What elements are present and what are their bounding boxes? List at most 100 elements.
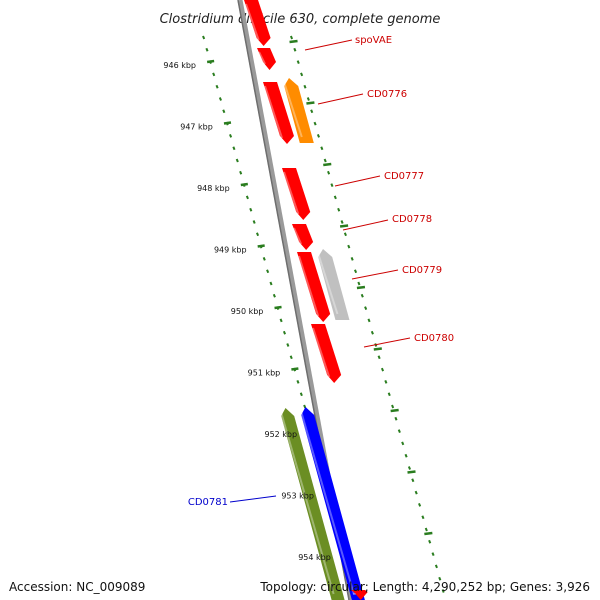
tick-mark [313, 121, 317, 126]
gene-cd0779-highlight [317, 252, 339, 315]
gene-label: CD0781 [188, 497, 228, 508]
major-tick [240, 182, 249, 187]
accession-text: Accession: NC_009089 [9, 580, 146, 594]
major-tick [407, 470, 416, 474]
leader-line [351, 269, 399, 280]
gene-cd0779-red [297, 252, 331, 322]
tick-mark [377, 355, 381, 360]
gene-label: CD0777 [384, 171, 424, 182]
tick-mark [364, 306, 368, 310]
tick-mark [306, 97, 310, 101]
major-tick [373, 347, 382, 351]
tick-mark [262, 257, 266, 261]
major-tick [424, 531, 433, 536]
gene-cd0781 [301, 407, 365, 600]
tick-mark [303, 404, 307, 409]
tick-mark [222, 109, 226, 114]
kbp-label: 951 kbp [248, 369, 281, 378]
gene-cd0776-red [263, 82, 294, 144]
tick-mark [357, 281, 361, 286]
gene-cd0778 [292, 224, 314, 250]
tick-mark [401, 441, 405, 446]
tick-mark [202, 35, 206, 40]
gene-cd0781-highlight [300, 410, 355, 595]
major-tick [291, 367, 299, 371]
tick-mark [418, 503, 422, 507]
tick-mark [296, 60, 300, 64]
tick-mark [249, 207, 253, 212]
gene-cd0777 [282, 168, 311, 220]
tick-mark [293, 47, 297, 52]
gene-cd0778-highlight [293, 227, 303, 245]
tick-mark [360, 293, 364, 298]
leader-line [334, 175, 381, 187]
gene-olive-highlight [280, 411, 335, 595]
tick-mark [215, 84, 219, 89]
tick-mark [370, 330, 374, 335]
tick-mark [350, 257, 354, 261]
kbp-label: 952 kbp [264, 430, 297, 439]
gene-label: CD0778 [392, 214, 432, 225]
tick-mark [300, 72, 304, 77]
tick-mark [327, 170, 331, 175]
gene-spovae [257, 48, 277, 70]
tick-mark [239, 170, 243, 175]
tick-mark [438, 576, 442, 581]
tick-mark [296, 380, 300, 384]
tick-mark [337, 207, 341, 212]
tick-mark [391, 404, 395, 409]
tick-mark [269, 281, 273, 286]
gene-spovae-upper [244, 0, 271, 46]
leader-line [304, 39, 353, 51]
gene-cd0776-red-highlight [264, 85, 283, 139]
gene-label: CD0780 [414, 333, 454, 344]
tick-mark [404, 453, 408, 458]
tick-mark [286, 343, 290, 347]
tick-mark [384, 380, 388, 384]
tick-mark [316, 134, 320, 138]
tick-mark [330, 183, 334, 187]
kbp-label: 946 kbp [163, 61, 196, 70]
major-tick [257, 244, 265, 248]
gene-label: CD0776 [367, 89, 407, 100]
major-tick [206, 59, 215, 64]
tick-mark [289, 355, 293, 360]
tick-mark [367, 318, 371, 323]
tick-mark [333, 195, 337, 200]
gene-label: spoVAE [355, 35, 392, 46]
inner-tick-track [289, 35, 445, 593]
kbp-label: 950 kbp [231, 307, 264, 316]
tick-mark [397, 429, 401, 433]
tick-mark [424, 527, 428, 532]
gene-cd0776-highlight [283, 81, 303, 138]
major-tick [223, 121, 232, 125]
tick-mark [289, 35, 294, 40]
tick-mark [407, 466, 411, 470]
major-tick [289, 39, 298, 44]
genome-title: Clostridium difficile 630, complete geno… [160, 12, 441, 27]
tick-mark [252, 220, 256, 224]
major-tick [274, 305, 282, 310]
gene-cd0779-red-highlight [298, 255, 320, 317]
tick-mark [245, 195, 249, 200]
major-tick [306, 101, 315, 105]
gene-spovae-highlight [258, 51, 266, 65]
tick-mark [320, 146, 324, 151]
tick-mark [343, 232, 347, 237]
tick-mark [340, 220, 344, 224]
leader-line [342, 219, 389, 231]
tick-mark [428, 539, 432, 544]
tick-mark [441, 589, 445, 593]
gene-spovae-upper-highlight [245, 3, 260, 41]
topology-text: Topology: circular; Length: 4,290,252 bp… [260, 580, 590, 594]
tick-mark [323, 158, 327, 163]
tick-mark [431, 552, 435, 556]
kbp-label: 954 kbp [298, 553, 331, 562]
leader-line [229, 495, 277, 503]
major-tick [323, 162, 332, 167]
tick-mark [387, 392, 391, 397]
gene-label: CD0779 [402, 265, 442, 276]
tick-mark [421, 515, 425, 520]
tick-mark [205, 47, 209, 52]
